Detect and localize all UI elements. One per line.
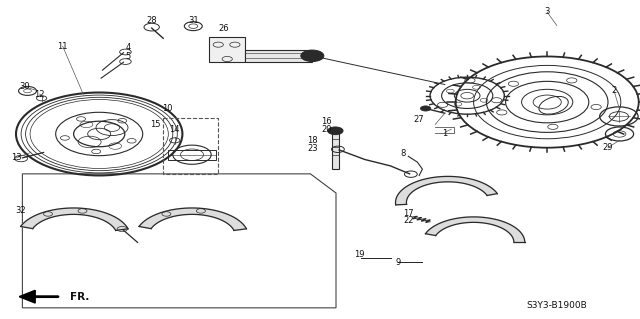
- Text: 29: 29: [603, 143, 613, 152]
- Text: 8: 8: [401, 149, 406, 158]
- Text: 3: 3: [545, 7, 550, 16]
- Text: 10: 10: [163, 104, 173, 113]
- Text: 2: 2: [612, 86, 617, 95]
- Text: 1: 1: [442, 130, 447, 138]
- Polygon shape: [426, 217, 525, 242]
- Text: FR.: FR.: [70, 292, 90, 302]
- Circle shape: [420, 106, 431, 111]
- Text: 12: 12: [35, 90, 45, 99]
- Text: 28: 28: [147, 16, 157, 25]
- FancyBboxPatch shape: [168, 150, 216, 160]
- Text: 17: 17: [403, 209, 413, 218]
- Text: 22: 22: [403, 216, 413, 225]
- Circle shape: [328, 127, 343, 135]
- Polygon shape: [20, 208, 128, 230]
- Text: 32: 32: [15, 206, 26, 215]
- Text: 20: 20: [321, 125, 332, 134]
- Text: 26: 26: [219, 24, 229, 33]
- Polygon shape: [139, 208, 246, 230]
- FancyBboxPatch shape: [209, 37, 245, 62]
- Text: 9: 9: [396, 258, 401, 267]
- Text: 19: 19: [355, 250, 365, 259]
- Text: 16: 16: [321, 117, 332, 126]
- Text: 27: 27: [414, 115, 424, 124]
- Text: 31: 31: [189, 16, 199, 25]
- Circle shape: [301, 50, 324, 62]
- FancyBboxPatch shape: [245, 50, 312, 62]
- Text: 15: 15: [150, 120, 160, 129]
- Text: S3Y3-B1900B: S3Y3-B1900B: [527, 301, 587, 310]
- Text: 14: 14: [169, 125, 179, 134]
- FancyBboxPatch shape: [332, 132, 339, 169]
- Text: 30: 30: [19, 82, 29, 91]
- Polygon shape: [396, 176, 497, 205]
- Polygon shape: [19, 290, 35, 303]
- Text: 4: 4: [125, 43, 131, 52]
- Text: 13: 13: [11, 153, 21, 162]
- Text: 5: 5: [125, 52, 131, 61]
- Text: 23: 23: [307, 144, 317, 153]
- Text: 11: 11: [58, 42, 68, 51]
- Text: 18: 18: [307, 137, 317, 145]
